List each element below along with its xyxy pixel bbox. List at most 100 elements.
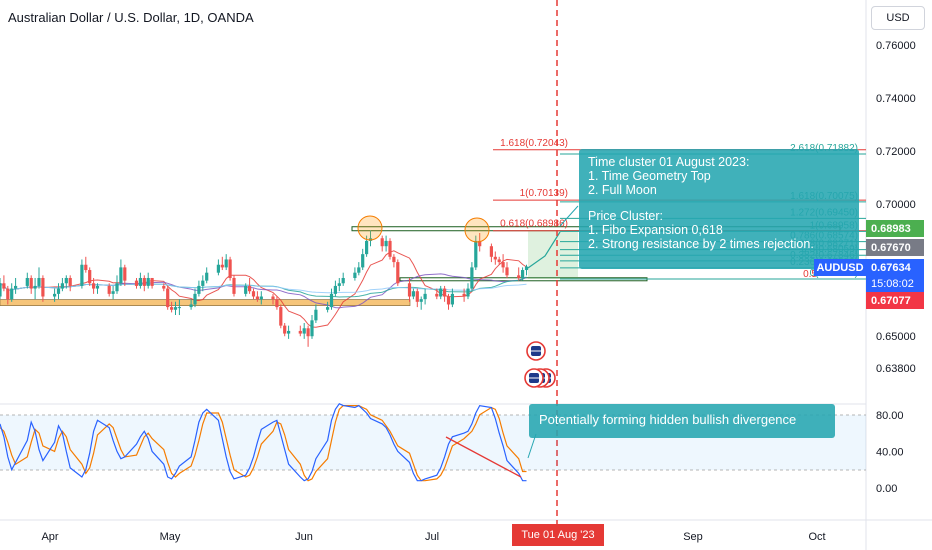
candle-body (244, 285, 248, 294)
candle-body (517, 275, 521, 278)
time-axis-label: Oct (808, 531, 825, 543)
candle-body (41, 277, 45, 297)
candle-body (384, 240, 388, 247)
candle-body (111, 291, 115, 294)
candle-body (466, 288, 470, 297)
osc-axis-label: 40.00 (876, 446, 904, 458)
support-zone (0, 299, 411, 306)
candle (92, 277, 96, 294)
candle (197, 280, 201, 297)
candle-body (501, 262, 505, 268)
candle (396, 259, 400, 286)
annotation-line: 1. Fibo Expansion 0,618 (588, 223, 723, 237)
candle (275, 296, 279, 310)
candle-body (419, 299, 423, 302)
currency-selector-button[interactable]: USD (871, 6, 925, 30)
axes: 0.76000 0.74000 0.72000 0.70000 0.65000 0.638… (41, 40, 915, 543)
price-axis-label: 0.70000 (876, 199, 916, 211)
price-tag-current: 0.67634 (866, 259, 924, 276)
candle (439, 285, 443, 300)
candle-body (255, 296, 259, 300)
candle-body (333, 285, 337, 294)
candle (287, 325, 291, 339)
candle (53, 288, 57, 302)
candle-body (489, 246, 493, 257)
candle (524, 264, 529, 276)
time-axis-label: May (160, 531, 181, 543)
candle (142, 275, 146, 292)
candle (353, 267, 357, 281)
candle-body (521, 270, 525, 278)
annotation-line: Price Cluster: (588, 209, 664, 223)
candle (521, 267, 525, 281)
candle (474, 235, 478, 271)
osc-axis-label: 80.00 (876, 410, 904, 422)
candle (220, 256, 224, 271)
candle (271, 293, 275, 305)
candle-body (259, 296, 263, 300)
candle-body (205, 272, 209, 281)
candle-body (29, 277, 33, 289)
candle (415, 288, 419, 308)
annotation-main[interactable]: Time cluster 01 August 2023: 1. Time Geo… (579, 149, 859, 269)
candle-body (439, 288, 443, 297)
drawings (357, 0, 579, 524)
moving-average-line (0, 250, 527, 328)
candle (224, 254, 228, 271)
candle (306, 325, 310, 347)
candle-body (224, 259, 228, 268)
candle (326, 301, 330, 313)
candle-body (142, 277, 146, 286)
candle-body (14, 285, 18, 289)
candle-body (64, 277, 68, 284)
candle-body (150, 277, 154, 286)
candle (134, 277, 139, 289)
candle (95, 283, 100, 294)
candle-body (166, 288, 170, 308)
candle (411, 288, 415, 300)
candle (310, 315, 314, 339)
candle (283, 322, 287, 337)
us-flag-icon (524, 368, 544, 388)
candle (162, 283, 166, 292)
candle-body (170, 307, 174, 310)
annotation-line: 2. Full Moon (588, 183, 657, 197)
candle (419, 296, 423, 310)
candle (384, 235, 388, 252)
candle (56, 283, 61, 300)
candle (119, 259, 123, 286)
candle (489, 243, 493, 263)
candle (60, 277, 64, 292)
candle (341, 272, 345, 286)
candle-body (326, 307, 330, 310)
candle (392, 254, 396, 268)
candle (470, 262, 474, 292)
candle-body (302, 328, 306, 334)
annotation-oscillator[interactable]: Potentially forming hidden bullish diver… (529, 404, 835, 438)
candle-body (435, 293, 439, 297)
candle-body (415, 291, 419, 302)
price-tag-resistance: 0.68983 (866, 220, 924, 237)
candle (37, 267, 41, 289)
candle (123, 264, 127, 286)
candle-body (33, 285, 37, 289)
candles (0, 230, 529, 347)
candle-body (228, 259, 232, 278)
candle (189, 299, 193, 310)
candle-body (25, 277, 29, 286)
candle-body (10, 288, 14, 300)
candle-body (197, 285, 201, 294)
candle (466, 283, 470, 300)
candle-body (6, 288, 10, 300)
candle (251, 288, 256, 300)
candle-body (68, 277, 72, 286)
divergence-line (445, 436, 522, 478)
candle-body (524, 266, 529, 271)
candle (88, 267, 92, 286)
candle (146, 272, 150, 289)
candle (333, 280, 337, 297)
candle-body (189, 304, 193, 308)
candle (2, 275, 6, 292)
